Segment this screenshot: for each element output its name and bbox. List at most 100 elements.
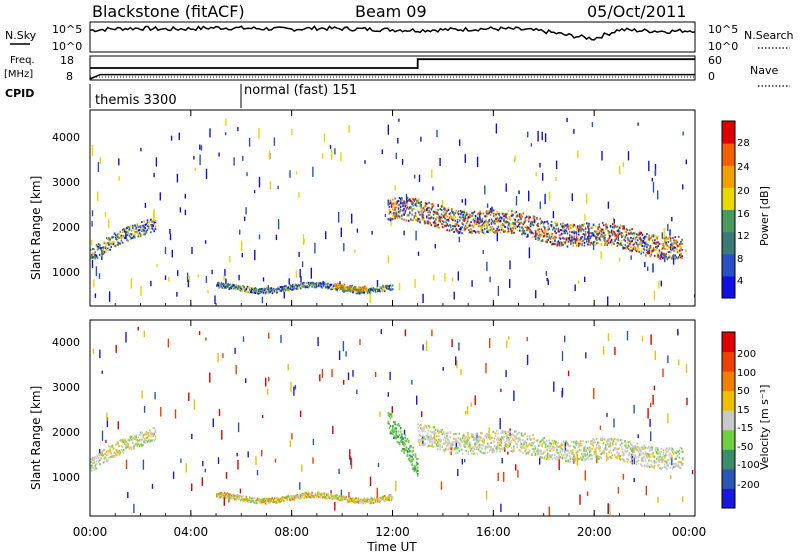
- power-echo: [564, 242, 566, 244]
- velocity-echo: [494, 450, 496, 452]
- power-echo: [670, 251, 672, 253]
- velocity-echo: [116, 454, 118, 456]
- power-echo: [597, 242, 599, 244]
- velocity-echo: [546, 440, 548, 442]
- power-echo: [613, 223, 615, 225]
- power-echo: [324, 282, 326, 284]
- power-echo: [131, 233, 133, 235]
- power-echo: [485, 223, 487, 225]
- power-echo: [403, 219, 405, 221]
- velocity-echo: [480, 437, 482, 439]
- velocity-echo: [389, 372, 390, 380]
- power-echo: [357, 229, 358, 233]
- velocity-echo: [102, 431, 103, 441]
- power-echo: [515, 219, 517, 221]
- power-echo: [195, 168, 196, 171]
- power-echo: [471, 215, 473, 217]
- velocity-echo: [528, 453, 530, 455]
- power-echo: [683, 132, 684, 136]
- power-echo: [557, 224, 559, 226]
- power-echo: [384, 289, 386, 291]
- power-echo: [437, 224, 439, 226]
- power-echo: [233, 157, 234, 165]
- power-echo: [237, 127, 238, 131]
- power-echo: [314, 243, 315, 254]
- power-echo: [507, 218, 509, 220]
- power-echo: [214, 296, 215, 304]
- power-echo: [441, 214, 443, 216]
- velocity-echo: [570, 445, 572, 447]
- power-echo: [209, 128, 210, 137]
- power-echo: [276, 235, 277, 240]
- power-echo: [619, 240, 621, 242]
- power-echo: [626, 234, 628, 236]
- velocity-echo: [682, 451, 684, 453]
- power-echo: [211, 270, 212, 274]
- velocity-echo: [450, 432, 452, 434]
- power-echo: [657, 256, 659, 258]
- power-echo: [588, 223, 590, 225]
- power-echo: [465, 219, 467, 221]
- power-echo: [560, 223, 562, 225]
- power-echo: [96, 255, 98, 257]
- power-echo: [560, 238, 562, 240]
- velocity-echo: [513, 450, 515, 452]
- velocity-echo: [93, 462, 95, 464]
- power-echo: [461, 226, 463, 228]
- power-echo: [442, 223, 444, 225]
- velocity-echo: [602, 438, 604, 440]
- velocity-echo: [98, 457, 100, 459]
- power-echo: [423, 214, 425, 216]
- velocity-echo: [511, 440, 513, 442]
- velocity-echo: [661, 448, 663, 450]
- nsearch-tick-bottom: 10^0: [708, 40, 738, 53]
- power-echo: [520, 217, 522, 219]
- power-echo: [179, 133, 180, 140]
- velocity-echo: [456, 452, 458, 454]
- velocity-echo: [175, 409, 176, 418]
- power-echo: [525, 218, 527, 220]
- power-echo: [578, 234, 580, 236]
- power-echo: [143, 221, 145, 223]
- velocity-echo: [430, 436, 432, 438]
- power-echo: [570, 227, 572, 229]
- velocity-echo: [500, 389, 501, 392]
- power-echo: [678, 252, 680, 254]
- power-echo: [460, 217, 462, 219]
- power-echo: [349, 290, 351, 292]
- velocity-echo: [585, 446, 587, 448]
- velocity-echo: [398, 431, 400, 433]
- power-echo: [478, 212, 480, 214]
- velocity-echo: [104, 461, 106, 463]
- power-echo: [546, 236, 548, 238]
- power-echo: [407, 197, 409, 199]
- power-echo: [426, 216, 428, 218]
- velocity-echo: [109, 448, 111, 450]
- power-cbar-tick-8: 8: [737, 254, 743, 265]
- velocity-echo: [431, 441, 433, 443]
- power-echo: [504, 226, 506, 228]
- power-echo: [607, 296, 608, 306]
- power-echo: [653, 236, 655, 238]
- power-echo: [464, 211, 466, 213]
- velocity-echo: [419, 444, 421, 446]
- power-echo: [433, 205, 435, 207]
- power-echo: [135, 228, 137, 230]
- velocity-echo: [679, 457, 681, 459]
- power-echo: [397, 217, 399, 219]
- power-echo: [529, 247, 530, 258]
- power-echo: [426, 209, 428, 211]
- power-echo: [134, 225, 136, 227]
- power-echo: [574, 236, 576, 238]
- power-echo: [493, 213, 495, 215]
- power-echo: [454, 292, 455, 300]
- velocity-echo: [625, 442, 627, 444]
- velocity-echo: [457, 437, 459, 439]
- velocity-echo: [543, 453, 545, 455]
- power-echo: [429, 214, 431, 216]
- power-echo: [595, 225, 597, 227]
- velocity-echo: [120, 453, 122, 455]
- velocity-echo: [467, 406, 468, 414]
- power-echo: [465, 199, 466, 206]
- velocity-echo: [490, 446, 492, 448]
